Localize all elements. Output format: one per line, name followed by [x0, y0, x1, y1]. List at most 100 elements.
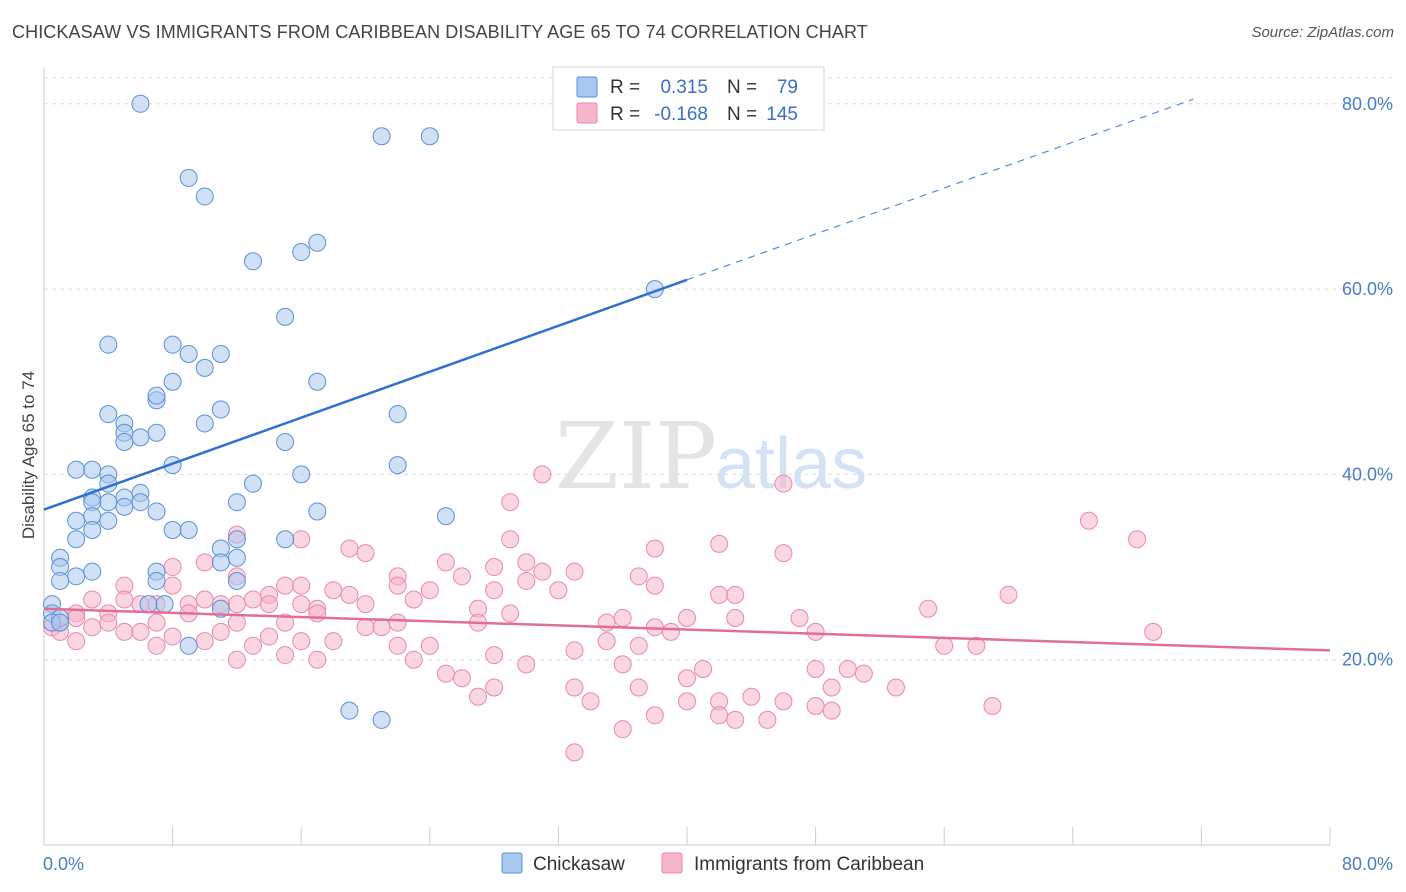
trend-lines	[43, 98, 1331, 652]
bottom-legend-label-caribbean: Immigrants from Caribbean	[694, 854, 924, 875]
y-tick-label: 40.0%	[1342, 464, 1393, 484]
data-point-caribbean	[292, 595, 311, 614]
data-point-caribbean	[517, 655, 536, 674]
correlation-legend: R = 0.315 N = 79 R = -0.168 N = 145	[552, 66, 825, 131]
data-point-caribbean	[163, 627, 182, 646]
bottom-legend-swatch-caribbean	[661, 852, 683, 874]
data-point-caribbean	[678, 609, 696, 628]
legend-r-value-chickasaw: 0.315	[660, 77, 708, 98]
x-tick-label-max: 80.0%	[1342, 854, 1393, 874]
data-point-chickasaw	[388, 405, 407, 424]
legend-n-value-caribbean: 145	[766, 104, 798, 125]
data-point-caribbean	[404, 650, 423, 669]
data-point-caribbean	[678, 669, 696, 688]
data-point-caribbean	[710, 706, 729, 725]
data-point-chickasaw	[83, 520, 102, 539]
data-point-caribbean	[694, 659, 713, 678]
data-point-chickasaw	[139, 595, 158, 614]
data-point-caribbean	[163, 576, 182, 595]
data-point-caribbean	[356, 544, 375, 563]
data-point-caribbean	[533, 465, 552, 484]
data-point-chickasaw	[211, 553, 230, 572]
data-point-caribbean	[67, 609, 86, 628]
data-point-caribbean	[935, 636, 954, 655]
data-point-chickasaw	[67, 511, 86, 530]
grid-lines	[44, 77, 1393, 661]
data-point-chickasaw	[67, 567, 86, 586]
data-point-chickasaw	[83, 460, 102, 479]
data-point-chickasaw	[99, 335, 118, 354]
data-point-caribbean	[227, 595, 246, 614]
data-point-caribbean	[854, 664, 873, 683]
data-point-chickasaw	[211, 400, 230, 419]
data-point-chickasaw	[227, 548, 246, 567]
data-point-caribbean	[822, 701, 841, 720]
data-point-caribbean	[822, 678, 841, 697]
chart-title: CHICKASAW VS IMMIGRANTS FROM CARIBBEAN D…	[12, 22, 868, 42]
data-point-caribbean	[131, 622, 150, 641]
data-point-caribbean	[115, 622, 134, 641]
legend-r-label: R =	[610, 104, 640, 125]
data-point-caribbean	[195, 632, 214, 651]
data-point-caribbean	[710, 534, 729, 553]
data-point-caribbean	[517, 553, 536, 572]
data-point-caribbean	[276, 646, 295, 665]
data-point-caribbean	[678, 692, 696, 711]
data-point-caribbean	[67, 632, 86, 651]
data-point-caribbean	[469, 687, 488, 706]
data-point-caribbean	[806, 659, 825, 678]
data-point-chickasaw	[243, 474, 262, 493]
data-point-caribbean	[243, 590, 262, 609]
y-tick-label: 80.0%	[1342, 94, 1393, 114]
data-point-caribbean	[806, 697, 825, 716]
data-point-caribbean	[485, 646, 504, 665]
data-point-chickasaw	[51, 571, 70, 590]
data-point-caribbean	[999, 585, 1018, 604]
x-tick-label-min: 0.0%	[43, 854, 84, 874]
data-point-caribbean	[276, 576, 295, 595]
data-point-caribbean	[340, 585, 359, 604]
data-point-caribbean	[565, 678, 584, 697]
legend-n-label: N =	[727, 77, 757, 98]
series-legend: Chickasaw Immigrants from Caribbean	[501, 852, 924, 875]
data-point-caribbean	[613, 720, 632, 739]
data-point-caribbean	[147, 636, 166, 655]
data-point-chickasaw	[243, 252, 262, 271]
data-point-chickasaw	[308, 233, 327, 252]
data-point-caribbean	[324, 632, 343, 651]
data-point-caribbean	[485, 558, 504, 577]
data-point-chickasaw	[211, 599, 230, 618]
data-point-caribbean	[774, 692, 793, 711]
data-point-chickasaw	[292, 465, 311, 484]
data-point-caribbean	[292, 632, 311, 651]
data-point-caribbean	[565, 641, 584, 660]
data-point-caribbean	[308, 650, 327, 669]
data-point-caribbean	[645, 539, 664, 558]
data-point-caribbean	[420, 636, 439, 655]
source-credit: Source: ZipAtlas.com	[1251, 24, 1394, 41]
data-point-caribbean	[260, 627, 279, 646]
data-point-chickasaw	[420, 127, 439, 146]
data-point-caribbean	[99, 613, 118, 632]
y-axis-title: Disability Age 65 to 74	[19, 371, 38, 539]
data-point-caribbean	[356, 595, 375, 614]
data-point-chickasaw	[179, 344, 198, 363]
legend-swatch-caribbean	[576, 102, 598, 124]
data-point-chickasaw	[131, 493, 150, 512]
data-point-chickasaw	[131, 428, 150, 447]
data-point-caribbean	[549, 581, 568, 600]
data-point-chickasaw	[147, 423, 166, 442]
data-point-caribbean	[115, 590, 134, 609]
data-point-chickasaw	[227, 530, 246, 549]
data-point-caribbean	[774, 474, 793, 493]
legend-box	[552, 66, 825, 131]
data-point-chickasaw	[179, 520, 198, 539]
data-point-caribbean	[420, 581, 439, 600]
data-point-caribbean	[501, 604, 520, 623]
data-point-caribbean	[436, 664, 455, 683]
data-point-caribbean	[886, 678, 905, 697]
data-point-caribbean	[581, 692, 600, 711]
data-point-caribbean	[372, 618, 391, 637]
data-point-caribbean	[629, 636, 648, 655]
data-point-caribbean	[388, 613, 407, 632]
